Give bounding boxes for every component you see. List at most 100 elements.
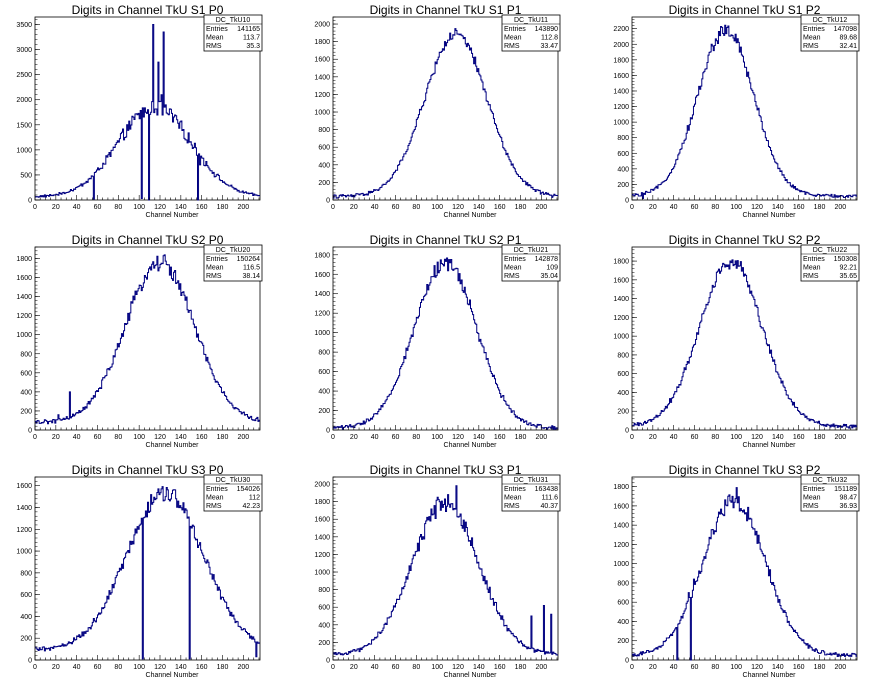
y-tick-label: 1000 bbox=[613, 120, 629, 127]
stats-value: 32.41 bbox=[839, 43, 857, 50]
x-tick-label: 200 bbox=[535, 204, 547, 211]
stats-name: DC_TkU21 bbox=[514, 247, 549, 254]
x-tick-label: 80 bbox=[412, 434, 420, 441]
x-tick-label: 180 bbox=[515, 434, 527, 441]
stats-label: Entries bbox=[206, 486, 228, 493]
x-tick-label: 180 bbox=[515, 664, 527, 671]
x-tick-label: 20 bbox=[52, 434, 60, 441]
chart-title: Digits in Channel TkU S1 P1 bbox=[370, 3, 522, 17]
x-axis-label: Channel Number bbox=[146, 212, 200, 219]
y-tick-label: 800 bbox=[617, 135, 629, 142]
histogram-line bbox=[333, 257, 558, 430]
x-tick-label: 120 bbox=[154, 664, 166, 671]
stats-name: DC_TkU12 bbox=[813, 17, 848, 24]
x-tick-label: 100 bbox=[431, 434, 443, 441]
histogram-panel: Digits in Channel TkU S3 P0 0 20 40 60 80 100 1… bbox=[16, 463, 263, 679]
y-tick-label: 600 bbox=[20, 370, 32, 377]
x-tick-label: 100 bbox=[133, 204, 145, 211]
stats-label: Mean bbox=[504, 35, 522, 42]
stats-label: Mean bbox=[504, 495, 522, 502]
x-tick-label: 180 bbox=[217, 434, 229, 441]
stats-name: DC_TkU30 bbox=[216, 477, 251, 484]
y-tick-label: 3000 bbox=[16, 47, 32, 54]
y-tick-label: 400 bbox=[318, 162, 330, 169]
x-tick-label: 120 bbox=[154, 434, 166, 441]
x-tick-label: 200 bbox=[834, 664, 846, 671]
stats-value: 109 bbox=[546, 265, 558, 272]
x-tick-label: 0 bbox=[33, 664, 37, 671]
y-tick-label: 1600 bbox=[16, 275, 32, 282]
chart-title: Digits in Channel TkU S3 P2 bbox=[669, 463, 821, 477]
stats-value: 141165 bbox=[237, 26, 260, 33]
x-tick-label: 100 bbox=[431, 204, 443, 211]
x-tick-label: 0 bbox=[630, 434, 634, 441]
x-tick-label: 140 bbox=[772, 434, 784, 441]
chart-title: Digits in Channel TkU S3 P0 bbox=[72, 463, 224, 477]
stats-value: 116.5 bbox=[243, 265, 260, 272]
x-tick-label: 140 bbox=[772, 664, 784, 671]
y-tick-label: 1800 bbox=[613, 484, 629, 491]
plot-frame bbox=[34, 16, 261, 201]
x-tick-label: 200 bbox=[535, 434, 547, 441]
y-tick-label: 0 bbox=[625, 428, 629, 435]
x-tick-label: 20 bbox=[52, 204, 60, 211]
y-tick-label: 600 bbox=[318, 605, 330, 612]
stats-value: 151189 bbox=[834, 486, 857, 493]
stats-value: 112.8 bbox=[541, 35, 558, 42]
stats-value: 154026 bbox=[237, 486, 260, 493]
stats-box bbox=[203, 244, 263, 282]
stats-name: DC_TkU11 bbox=[514, 17, 548, 24]
stats-value: 147098 bbox=[834, 26, 857, 33]
x-tick-label: 180 bbox=[217, 204, 229, 211]
stats-name: DC_TkU31 bbox=[514, 477, 549, 484]
stats-value: 113.7 bbox=[243, 35, 260, 42]
y-tick-label: 1200 bbox=[613, 104, 629, 111]
x-axis-label: Channel Number bbox=[743, 212, 797, 219]
x-tick-label: 80 bbox=[711, 434, 719, 441]
stats-label: Entries bbox=[504, 486, 526, 493]
histogram-line bbox=[632, 487, 857, 661]
y-tick-label: 200 bbox=[318, 640, 330, 647]
x-tick-label: 80 bbox=[114, 664, 122, 671]
histogram-panel: Digits in Channel TkU S3 P1 0 20 40 60 80 100 1… bbox=[314, 463, 561, 679]
stats-box bbox=[501, 244, 561, 282]
chart-title: Digits in Channel TkU S1 P2 bbox=[669, 3, 821, 17]
x-tick-label: 200 bbox=[237, 664, 249, 671]
x-tick-label: 0 bbox=[331, 664, 335, 671]
y-tick-label: 400 bbox=[617, 619, 629, 626]
y-tick-label: 400 bbox=[20, 614, 32, 621]
y-tick-label: 400 bbox=[318, 622, 330, 629]
stats-value: 36.93 bbox=[839, 503, 857, 510]
x-tick-label: 20 bbox=[350, 204, 358, 211]
y-tick-label: 1200 bbox=[314, 552, 330, 559]
stats-box bbox=[501, 14, 561, 52]
y-tick-label: 1000 bbox=[16, 147, 32, 154]
x-tick-label: 100 bbox=[133, 664, 145, 671]
histogram-panel: Digits in Channel TkU S2 P1 0 20 40 60 80 100 1… bbox=[314, 233, 561, 449]
stats-value: 112 bbox=[249, 495, 260, 502]
y-tick-label: 0 bbox=[625, 198, 629, 205]
x-tick-label: 160 bbox=[196, 664, 208, 671]
x-tick-label: 140 bbox=[175, 434, 187, 441]
stats-label: Entries bbox=[504, 26, 526, 33]
x-tick-label: 120 bbox=[751, 664, 763, 671]
x-tick-label: 200 bbox=[834, 434, 846, 441]
x-tick-label: 200 bbox=[237, 204, 249, 211]
x-tick-label: 120 bbox=[154, 204, 166, 211]
x-tick-label: 60 bbox=[392, 434, 400, 441]
y-tick-label: 600 bbox=[318, 145, 330, 152]
histogram-line bbox=[35, 486, 260, 660]
y-tick-label: 400 bbox=[617, 390, 629, 397]
stats-value: 98.47 bbox=[839, 495, 857, 502]
histogram-panel: Digits in Channel TkU S1 P0 0 20 40 60 80 100 1… bbox=[16, 3, 263, 219]
x-tick-label: 140 bbox=[772, 204, 784, 211]
y-tick-label: 1600 bbox=[613, 277, 629, 284]
y-tick-label: 0 bbox=[326, 658, 330, 665]
x-axis-label: Channel Number bbox=[743, 442, 797, 449]
y-tick-label: 1400 bbox=[314, 74, 330, 81]
y-tick-label: 1200 bbox=[16, 527, 32, 534]
y-tick-label: 1800 bbox=[314, 499, 330, 506]
chart-title: Digits in Channel TkU S2 P0 bbox=[72, 233, 224, 247]
stats-value: 35.65 bbox=[839, 273, 857, 280]
